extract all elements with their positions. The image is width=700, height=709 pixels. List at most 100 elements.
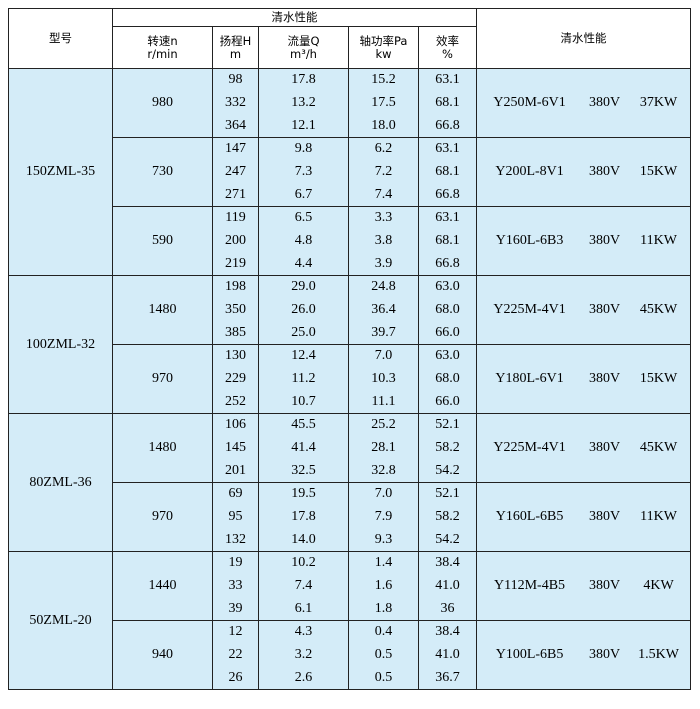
data-cell: 12.1 [258,114,349,138]
data-cell: 3.9 [348,252,419,276]
motor-part: 15KW [639,164,678,179]
data-cell: 7.2 [348,160,419,184]
data-row: 150ZML-35 980 98 17.8 15.2 63.1 Y250M-6V1 380V 3… [8,68,692,276]
data-row: 252 10.7 11.1 66.0 [9,390,691,414]
data-cell: 41.0 [417,643,478,667]
data-cell: 13.2 [258,91,349,115]
data-cell: 17.8 [258,505,349,529]
data-cell: 198 [212,275,259,299]
data-cell: 7.3 [258,160,349,184]
motor-part: 380V [588,233,621,248]
data-cell: 68.1 [417,91,478,115]
data-cell: 19.5 [258,482,349,506]
data-cell: 63.0 [417,344,478,368]
motor-part: 45KW [639,440,678,455]
data-cell: 12 [212,620,259,644]
data-cell: 39 [212,597,259,621]
data-cell: 15.2 [348,68,419,92]
motor-part: Y160L-6B3 [495,233,564,248]
data-cell: 201 [212,459,259,483]
data-cell: 0.4 [348,620,419,644]
data-row: 145 41.4 28.1 58.2 [9,436,691,460]
motor: Y200L-8V1 380V 15KW [476,137,692,207]
data-cell: 28.1 [348,436,419,460]
data-cell: 41.4 [258,436,349,460]
header-line: 转速n [147,33,178,48]
data-cell: 6.5 [258,206,349,230]
data-cell: 200 [212,229,259,253]
motor-part: Y225M-4V1 [493,440,566,455]
data-row: 271 6.7 7.4 66.8 [9,183,691,207]
motor-part: 37KW [639,95,678,110]
motor-part: 45KW [639,302,678,317]
data-cell: 1.8 [348,597,419,621]
speed: 980 [112,68,213,138]
data-cell: 54.2 [417,528,478,552]
motor-part: 380V [588,509,621,524]
motor: Y225M-4V1 380V 45KW [476,275,692,345]
header-cell: 转速n r/min [112,26,213,69]
data-row: 26 2.6 0.5 36.7 [9,666,691,690]
data-row: 132 14.0 9.3 54.2 [9,528,691,552]
data-row: 940 12 4.3 0.4 38.4 Y100L-6B5 380V 1.5KW [9,620,692,690]
data-cell: 6.2 [348,137,419,161]
data-cell: 38.4 [417,551,478,575]
motor-part: 11KW [640,233,677,248]
data-cell: 350 [212,298,259,322]
data-cell: 219 [212,252,259,276]
data-cell: 385 [212,321,259,345]
data-row: 219 4.4 3.9 66.8 [9,252,691,276]
data-cell: 132 [212,528,259,552]
data-cell: 9.3 [348,528,419,552]
data-cell: 52.1 [417,413,478,437]
header-line: r/min [147,46,178,61]
motor-part: 380V [588,578,621,593]
data-cell: 229 [212,367,259,391]
data-cell: 41.0 [417,574,478,598]
data-cell: 2.6 [258,666,349,690]
speed: 590 [112,206,213,276]
data-cell: 66.8 [417,183,478,207]
data-cell: 26 [212,666,259,690]
data-cell: 0.5 [348,666,419,690]
data-cell: 10.3 [348,367,419,391]
data-row: 332 13.2 17.5 68.1 [9,91,691,115]
header-line: % [442,46,453,61]
data-cell: 58.2 [417,505,478,529]
data-cell: 63.0 [417,275,478,299]
data-cell: 4.8 [258,229,349,253]
data-cell: 39.7 [348,321,419,345]
motor-part: Y180L-6V1 [495,371,564,386]
motor: Y225M-4V1 380V 45KW [476,413,692,483]
data-cell: 52.1 [417,482,478,506]
data-cell: 3.8 [348,229,419,253]
data-cell: 36.4 [348,298,419,322]
data-cell: 247 [212,160,259,184]
speed: 1480 [112,275,213,345]
data-row: 364 12.1 18.0 66.8 [9,114,691,138]
spec-table-wrap: 型号 清水性能 清水性能 转速n r/min 扬程H m 流量Q m³/h 轴功率Pa kw 效率% 1… [8,8,692,690]
model-name: 50ZML-20 [8,551,113,690]
data-cell: 10.7 [258,390,349,414]
data-row: 590 119 6.5 3.3 63.1 Y160L-6B3 380V 11KW [9,206,692,276]
data-cell: 12.4 [258,344,349,368]
header-line: 扬程H [219,33,252,48]
data-cell: 32.5 [258,459,349,483]
header-cell: 扬程H m [212,26,259,69]
data-cell: 68.0 [417,367,478,391]
data-cell: 9.8 [258,137,349,161]
data-cell: 68.0 [417,298,478,322]
data-cell: 66.8 [417,252,478,276]
data-cell: 0.5 [348,643,419,667]
data-cell: 10.2 [258,551,349,575]
motor-part: Y160L-6B5 [495,509,564,524]
data-cell: 1.4 [348,551,419,575]
data-cell: 17.8 [258,68,349,92]
data-cell: 7.0 [348,344,419,368]
data-cell: 7.9 [348,505,419,529]
speed: 970 [112,482,213,552]
data-cell: 18.0 [348,114,419,138]
data-cell: 11.2 [258,367,349,391]
data-cell: 4.3 [258,620,349,644]
data-row: 247 7.3 7.2 68.1 [9,160,691,184]
